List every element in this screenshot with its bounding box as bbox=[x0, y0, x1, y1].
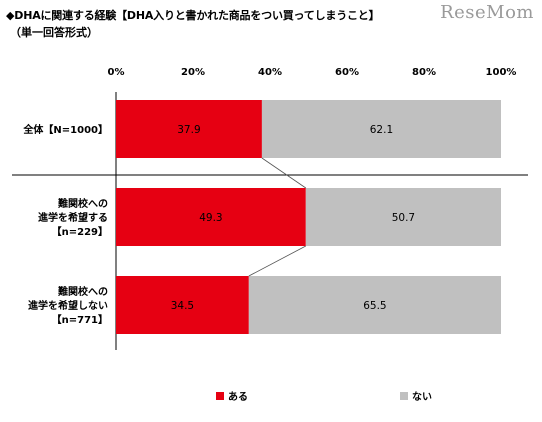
category-label: 全体【N=1000】 bbox=[22, 123, 108, 136]
category-label: 進学を希望しない bbox=[28, 299, 108, 312]
category-label: 【n=771】 bbox=[52, 313, 108, 326]
legend-label: ある bbox=[228, 390, 248, 403]
legend-swatch bbox=[216, 392, 224, 400]
data-label: 62.1 bbox=[370, 124, 393, 136]
x-tick-label: 40% bbox=[258, 67, 282, 78]
category-label: 進学を希望する bbox=[38, 211, 108, 224]
bar-segment-yes bbox=[116, 276, 249, 334]
category-label: 難関校への bbox=[57, 197, 108, 210]
data-label: 34.5 bbox=[171, 300, 194, 312]
watermark-logo: ReseMom bbox=[440, 2, 534, 23]
x-tick-label: 0% bbox=[108, 67, 125, 78]
chart-title: ◆DHAに関連する経験【DHA入りと書かれた商品をつい買ってしまうこと】 bbox=[6, 9, 380, 22]
bar-segment-no bbox=[261, 100, 501, 158]
bar-segment-no bbox=[248, 276, 501, 334]
category-label: 難関校への bbox=[57, 285, 108, 298]
bar-segment-no bbox=[305, 188, 501, 246]
x-tick-label: 20% bbox=[181, 67, 205, 78]
data-label: 65.5 bbox=[363, 300, 386, 312]
chart-subtitle: （単一回答形式） bbox=[10, 26, 98, 39]
data-label: 49.3 bbox=[199, 212, 222, 224]
x-tick-label: 60% bbox=[335, 67, 359, 78]
data-label: 50.7 bbox=[392, 212, 415, 224]
bar-segment-yes bbox=[116, 188, 306, 246]
connector-line bbox=[261, 157, 307, 189]
x-tick-label: 80% bbox=[412, 67, 436, 78]
data-label: 37.9 bbox=[177, 124, 200, 136]
connector-line bbox=[248, 245, 306, 277]
bar-segment-yes bbox=[116, 100, 262, 158]
legend-swatch bbox=[400, 392, 408, 400]
x-tick-label: 100% bbox=[486, 67, 517, 78]
category-label: 【n=229】 bbox=[52, 225, 108, 238]
legend-label: ない bbox=[412, 391, 432, 403]
